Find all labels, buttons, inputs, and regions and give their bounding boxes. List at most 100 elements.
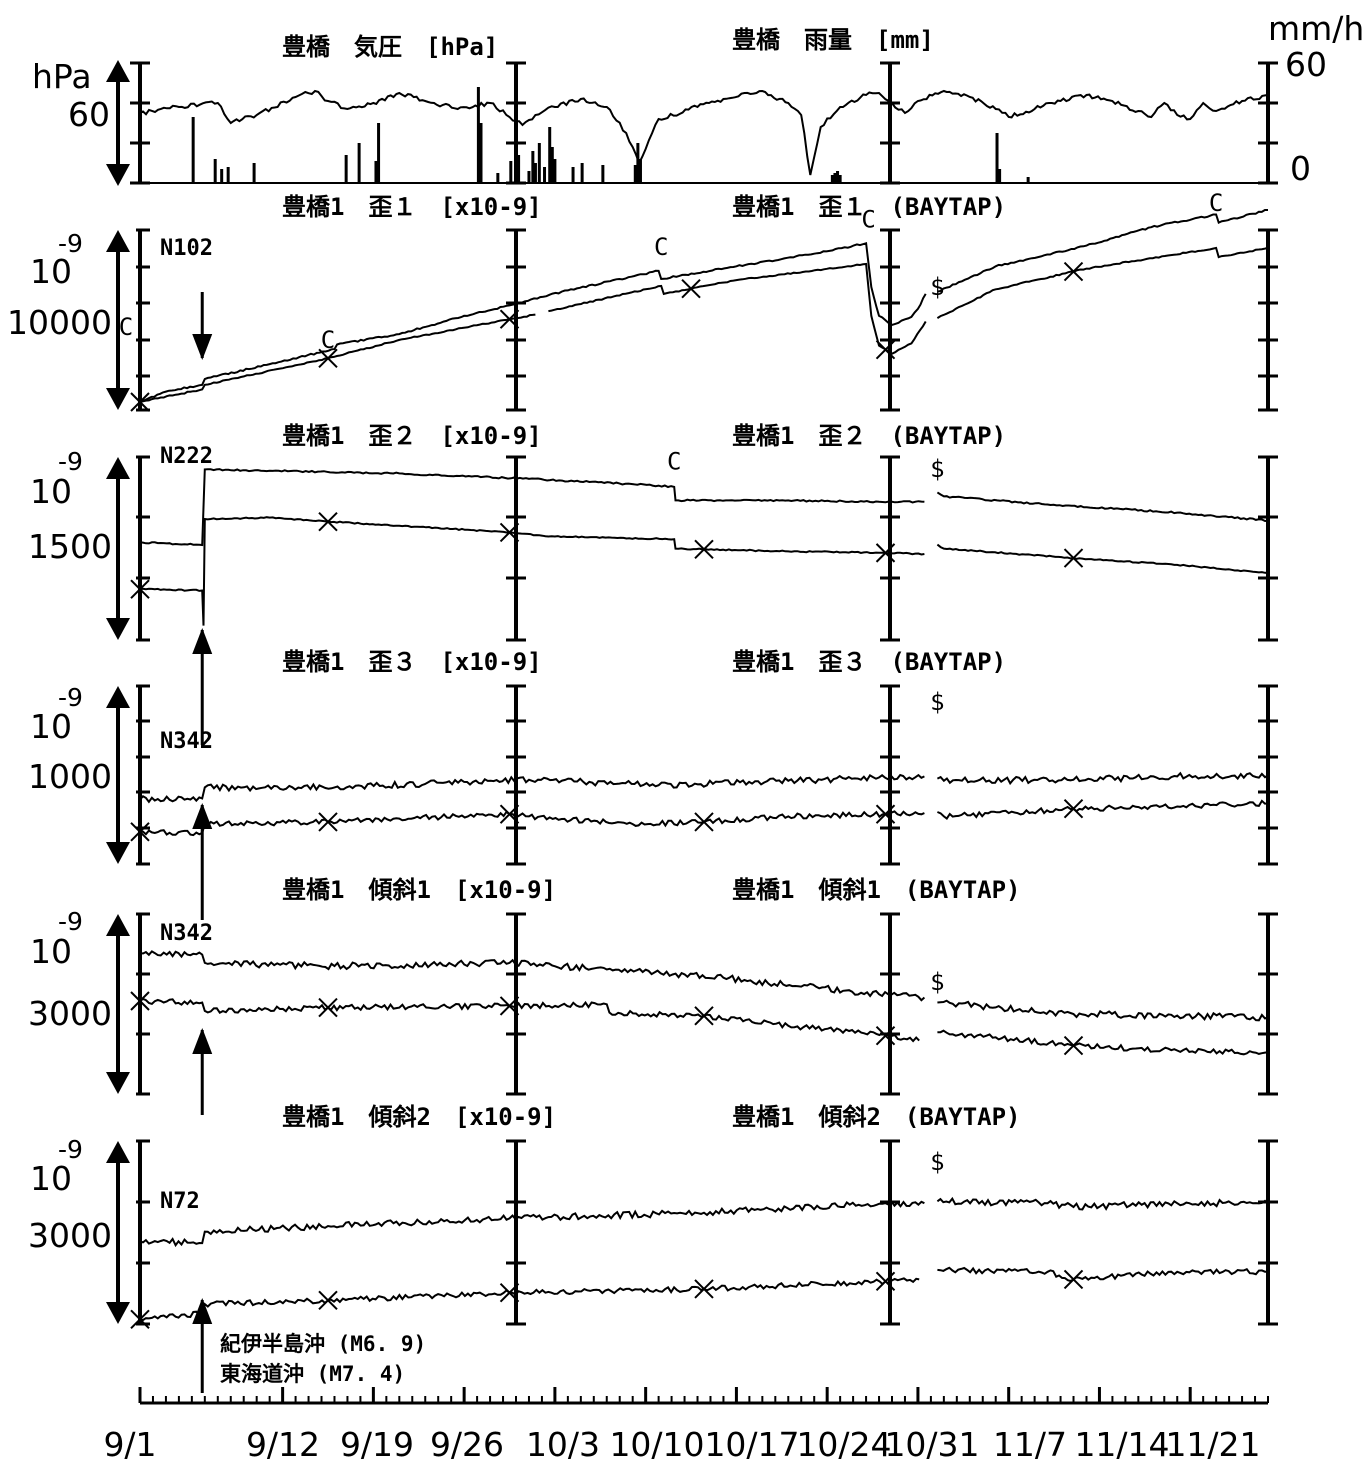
- time-axis-label-7: 10/24: [796, 1425, 891, 1464]
- panel-strain-1-x-mark-1: [318, 348, 338, 369]
- panel-strain-1-x-mark-3: [681, 279, 701, 299]
- panel-strain-3-scale-arrow-up: [106, 686, 130, 708]
- event-label-tokaido: 東海道沖 (M7. 4): [220, 1362, 405, 1386]
- panel-strain-3-x-mark-0: [130, 822, 150, 842]
- rain-unit-label: mm/h: [1268, 9, 1362, 48]
- event-arrow-head-3: [192, 1028, 213, 1054]
- panel-strain-1-scale-exp-base: 10: [30, 252, 72, 291]
- panel-strain-2-x-mark-0: [130, 579, 150, 599]
- event-label-kii: 紀伊半島沖 (M6. 9): [220, 1332, 426, 1356]
- panel-strain-2-x-mark-4: [875, 543, 896, 563]
- panel-strain-3-scale-exp-sup: -9: [58, 683, 83, 712]
- panel-strain-1-station-label: N102: [160, 236, 213, 261]
- pressure-line: [139, 89, 1269, 176]
- panel-strain-1-marker-2: C: [861, 205, 875, 233]
- time-axis-label-6: 10/17: [704, 1425, 799, 1464]
- panel-strain-1-marker-0: C: [321, 326, 335, 354]
- time-axis-label-11: 11/21: [1165, 1425, 1260, 1464]
- panel-tilt-1-x-mark-0: [130, 991, 150, 1011]
- panel-strain-2-x-mark-5: [1063, 548, 1084, 568]
- panel-strain-3-title-right: 豊橋1 歪３ (BAYTAP): [732, 648, 1006, 676]
- panel-tilt-2-scale-exp-base: 10: [30, 1159, 72, 1198]
- panel-tilt-2-station-label: N72: [160, 1189, 200, 1214]
- panel-strain-2-x-mark-3: [694, 539, 714, 560]
- panel-tilt-2-scale-arrow-up: [106, 1141, 130, 1163]
- time-axis-label-8: 10/31: [884, 1425, 979, 1464]
- panel-tilt-2-baytap-line: [139, 1266, 1269, 1322]
- panel-strain-2-x-mark-1: [318, 511, 338, 532]
- panel-strain-1-marker-4: C: [1209, 189, 1223, 217]
- panel-title-right: 豊橋 雨量 [mm]: [732, 26, 934, 54]
- panel-strain-3-x-mark-2: [499, 804, 520, 824]
- panel-strain-3-x-mark-1: [318, 812, 338, 832]
- panel-strain-2-scale-exp-sup: -9: [58, 447, 83, 476]
- panel-tilt-1-baytap-line: [139, 997, 1269, 1056]
- rain-tick-0: 0: [1290, 149, 1311, 188]
- panel-tilt-1-x-mark-3: [694, 1006, 714, 1026]
- panel-tilt-2-x-mark-3: [694, 1279, 714, 1299]
- panel-strain-1-marker-5: C: [119, 313, 133, 341]
- panel-strain-1-baytap-line: [139, 246, 1269, 403]
- panel-tilt-1-x-mark-4: [875, 1025, 896, 1046]
- time-axis-label-2: 9/19: [340, 1425, 414, 1464]
- panel-strain-1-raw-line: [139, 209, 1268, 403]
- panel-strain-2-baytap-line: [139, 516, 1269, 626]
- panel-title-left: 豊橋 気圧 [hPa]: [282, 33, 498, 61]
- panel-tilt-1-station-label: N342: [160, 921, 213, 946]
- panel-strain-3-scale-value: 1000: [28, 757, 112, 796]
- panel-strain-2: 豊橋1 歪２ [x10-9] 豊橋1 歪２ (BAYTAP) -910 1500 N22…: [28, 422, 1278, 642]
- panel-strain-3-marker-0: $: [930, 688, 944, 716]
- panel-strain-2-scale-value: 1500: [28, 527, 112, 566]
- panel-strain-3-scale-exp-base: 10: [30, 707, 72, 746]
- panel-strain-2-title-right: 豊橋1 歪２ (BAYTAP): [732, 422, 1006, 450]
- panel-tilt-1-scale-exp-sup: -9: [58, 907, 83, 936]
- panel-tilt-2-raw-line: [139, 1196, 1269, 1248]
- panel-strain-2-marker-0: C: [667, 448, 681, 476]
- time-axis-label-9: 11/7: [993, 1425, 1067, 1464]
- panel-tilt-2-x-mark-2: [499, 1282, 520, 1303]
- event-arrow-head-0: [192, 334, 213, 360]
- panel-tilt-1: 豊橋1 傾斜1 [x10-9] 豊橋1 傾斜1 (BAYTAP) -910 3000 N…: [28, 876, 1278, 1096]
- panel-strain-3-x-mark-5: [1063, 798, 1084, 819]
- event-arrow-head-4: [192, 1298, 213, 1324]
- panel-strain-2-raw-line: [139, 468, 1269, 547]
- panel-strain-3-baytap-line: [139, 799, 1269, 837]
- panel-tilt-2-x-mark-4: [875, 1271, 896, 1292]
- rain-tick-60: 60: [1285, 45, 1327, 84]
- panel-tilt-2-title-right: 豊橋1 傾斜2 (BAYTAP): [732, 1103, 1021, 1131]
- panel-tilt-1-x-mark-1: [318, 997, 338, 1018]
- panel-tilt-1-title-right: 豊橋1 傾斜1 (BAYTAP): [732, 876, 1021, 904]
- panel-tilt-2-x-mark-0: [130, 1309, 150, 1330]
- panel-strain-1-title-right: 豊橋1 歪１ (BAYTAP): [732, 193, 1006, 221]
- time-axis-label-5: 10/10: [609, 1425, 704, 1464]
- panel-tilt-2-x-mark-1: [318, 1290, 338, 1311]
- panel-tilt-2-scale-exp-sup: -9: [58, 1135, 83, 1164]
- pressure-scale-label: 60: [68, 95, 110, 134]
- panel-strain-3-title-left: 豊橋1 歪３ [x10-9]: [282, 648, 542, 676]
- panel-tilt-1-title-left: 豊橋1 傾斜1 [x10-9]: [282, 876, 556, 904]
- panel-tilt-2-scale-arrow-down: [106, 1302, 130, 1324]
- time-axis-label-3: 9/26: [430, 1425, 504, 1464]
- panel-tilt-2: 豊橋1 傾斜2 [x10-9] 豊橋1 傾斜2 (BAYTAP) -910 3000 N…: [28, 1103, 1278, 1330]
- panel-strain-3-x-mark-4: [875, 804, 896, 824]
- panel-tilt-1-scale-arrow-down: [106, 1072, 130, 1094]
- panel-strain-1-scale-arrow-up: [106, 230, 130, 252]
- panel-tilt-2-title-left: 豊橋1 傾斜2 [x10-9]: [282, 1103, 556, 1131]
- panel-strain-2-scale-arrow-down: [106, 618, 130, 640]
- panel-tilt-1-scale-arrow-up: [106, 914, 130, 936]
- panel-strain-1-scale-arrow-down: [106, 388, 130, 410]
- panel-strain-3-scale-arrow-down: [106, 842, 130, 864]
- panel-tilt-1-raw-line: [139, 950, 1269, 1022]
- panel-strain-2-scale-arrow-up: [106, 457, 130, 479]
- time-axis-label-4: 10/3: [526, 1425, 600, 1464]
- panel-tilt-1-scale-exp-base: 10: [30, 932, 72, 971]
- panel-strain-1-title-left: 豊橋1 歪１ [x10-9]: [282, 193, 542, 221]
- pressure-scale-arrow-down: [106, 164, 130, 186]
- panel-strain-2-title-left: 豊橋1 歪２ [x10-9]: [282, 422, 542, 450]
- time-axis-label-1: 9/12: [246, 1425, 320, 1464]
- panel-strain-2-marker-1: $: [930, 455, 944, 483]
- panel-strain-3-station-label: N342: [160, 729, 213, 754]
